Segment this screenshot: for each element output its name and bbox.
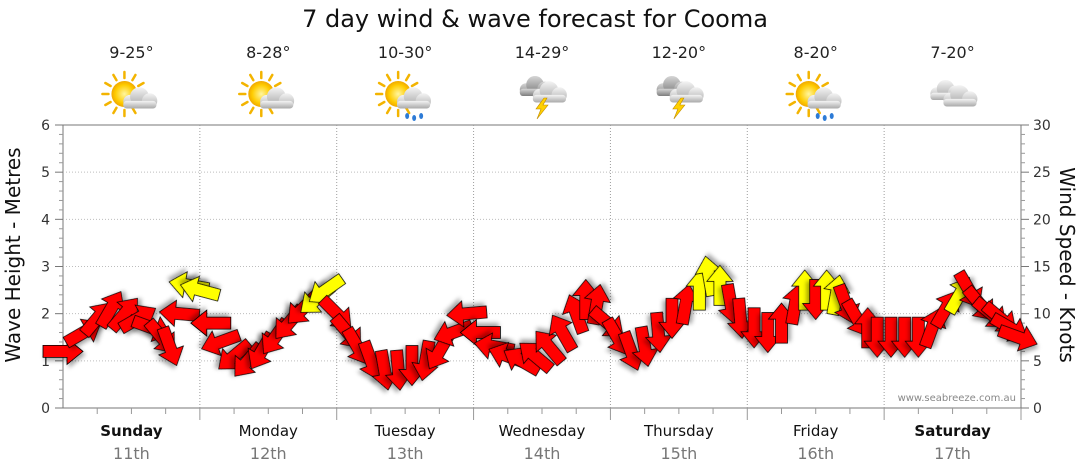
wind-arrow (158, 299, 201, 328)
right-tick-label: 5 (1033, 354, 1042, 370)
day-temp-range: 14-29° (515, 43, 570, 62)
chart-title: 7 day wind & wave forecast for Cooma (302, 5, 768, 33)
credit-text: www.seabreeze.com.au (898, 393, 1016, 404)
weather-icons (101, 70, 978, 121)
left-tick-label: 6 (41, 118, 50, 134)
day-temp-range: 9-25° (109, 43, 153, 62)
right-tick-label: 25 (1033, 165, 1051, 181)
wind-arrow (459, 318, 501, 347)
day-temp-range: 8-28° (246, 43, 290, 62)
day-name: Thursday (643, 422, 714, 440)
daily-temperatures: 9-25° 8-28° 10-30° 14-29° 12-20° 8-20° 7-20° (109, 43, 974, 62)
day-temp-range: 10-30° (378, 43, 433, 62)
right-tick-label: 10 (1033, 307, 1051, 323)
right-tick-label: 15 (1033, 260, 1051, 276)
right-tick-label: 30 (1033, 118, 1051, 134)
left-tick-label: 1 (41, 354, 50, 370)
day-name: Sunday (100, 422, 163, 440)
thunderstorm-icon (656, 76, 704, 120)
wind-arrow (535, 330, 567, 367)
day-labels: Sunday 11th Monday 12th Tuesday 13th Wednesday… (100, 422, 991, 463)
wind-arrow (548, 314, 579, 354)
wind-arrow (644, 311, 673, 354)
wind-arrow (753, 312, 782, 354)
right-tick-label: 20 (1033, 212, 1051, 228)
day-temp-range: 8-20° (794, 43, 838, 62)
day-name: Friday (793, 422, 839, 440)
day-date: 13th (387, 444, 424, 463)
thunderstorm-icon (519, 76, 567, 120)
wind-arrow (156, 325, 184, 367)
day-name: Wednesday (499, 422, 586, 440)
wind-arrow (179, 275, 222, 303)
wind-arrows (42, 255, 1038, 391)
partly-cloudy-icon (101, 70, 158, 118)
cloudy-icon (930, 80, 978, 107)
day-date: 15th (660, 444, 697, 463)
wind-arrow (190, 309, 232, 337)
gridlines (63, 125, 1022, 420)
day-temp-range: 7-20° (930, 43, 974, 62)
right-axis-ticks: 0 5 10 15 20 25 30 (1021, 118, 1051, 417)
left-axis-ticks: 0 1 2 3 4 5 6 (41, 118, 63, 417)
left-tick-label: 2 (41, 307, 50, 323)
day-name: Saturday (914, 422, 991, 440)
right-tick-label: 0 (1033, 401, 1042, 417)
day-temp-range: 12-20° (652, 43, 707, 62)
left-tick-label: 3 (41, 260, 50, 276)
wind-arrow (200, 328, 242, 357)
left-axis-label: Wave Height - Metres (1, 147, 25, 362)
shower-icon (374, 70, 431, 121)
partly-cloudy-icon (238, 70, 295, 118)
day-date: 12th (250, 444, 287, 463)
day-name: Tuesday (374, 422, 436, 440)
left-tick-label: 5 (41, 165, 50, 181)
wind-arrow (631, 325, 659, 368)
day-date: 17th (934, 444, 971, 463)
day-date: 16th (797, 444, 834, 463)
left-tick-label: 0 (41, 401, 50, 417)
right-axis-label: Wind Speed - Knots (1055, 167, 1079, 363)
wind-arrow (996, 324, 1038, 352)
day-date: 14th (524, 444, 561, 463)
wind-arrow (519, 342, 555, 375)
wind-arrow (446, 300, 488, 328)
shower-icon (785, 70, 842, 121)
left-tick-label: 4 (41, 212, 50, 228)
day-date: 11th (113, 444, 150, 463)
day-name: Monday (239, 422, 298, 440)
